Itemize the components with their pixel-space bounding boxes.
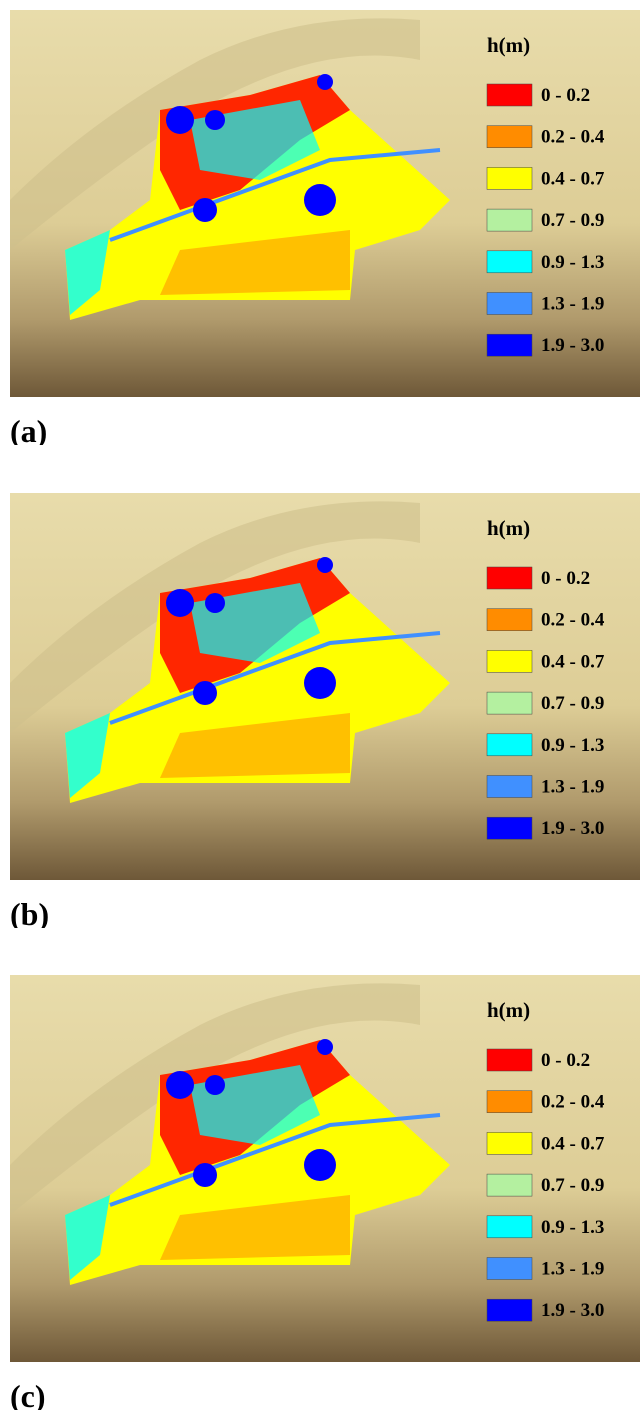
legend-label: 0 - 0.2: [541, 568, 590, 589]
pond: [304, 1149, 336, 1181]
legend-swatch: [487, 1216, 532, 1238]
legend-swatch: [487, 84, 532, 106]
legend-swatch: [487, 293, 532, 315]
legend-label: 1.3 - 1.9: [541, 1259, 604, 1280]
legend-swatch: [487, 1049, 532, 1071]
legend-swatch: [487, 1091, 532, 1113]
legend-swatch: [487, 609, 532, 631]
legend-swatch: [487, 251, 532, 273]
legend-label: 0.9 - 1.3: [541, 735, 604, 756]
legend-swatch: [487, 1299, 532, 1321]
page: h(m) 0 - 0.2 0.2 - 0.4 0.4 - 0.7 0.7 - 0.9 0.…: [0, 0, 640, 1412]
legend-label: 0 - 0.2: [541, 85, 590, 106]
legend-label: 1.9 - 3.0: [541, 335, 604, 356]
pond: [166, 106, 194, 134]
legend-label: 1.3 - 1.9: [541, 294, 604, 315]
legend-title: h(m): [487, 33, 530, 57]
pond: [304, 184, 336, 216]
legend-swatch: [487, 1174, 532, 1196]
map-panel: h(m) 0 - 0.2 0.2 - 0.4 0.4 - 0.7 0.7 - 0.9 0.…: [0, 483, 640, 928]
legend-swatch: [487, 692, 532, 714]
legend-swatch: [487, 650, 532, 672]
legend-swatch: [487, 209, 532, 231]
legend-label: 0.7 - 0.9: [541, 693, 604, 714]
legend-swatch: [487, 1258, 532, 1280]
legend-label: 0.2 - 0.4: [541, 610, 605, 631]
panel-label: (a): [10, 413, 47, 445]
legend-label: 1.9 - 3.0: [541, 818, 604, 839]
legend-title: h(m): [487, 516, 530, 540]
legend-label: 0.2 - 0.4: [541, 1092, 605, 1113]
legend-label: 0.7 - 0.9: [541, 1175, 604, 1196]
pond: [166, 589, 194, 617]
legend-label: 0.9 - 1.3: [541, 252, 604, 273]
pond: [193, 681, 217, 705]
pond: [193, 198, 217, 222]
pond: [205, 110, 225, 130]
legend-label: 1.3 - 1.9: [541, 777, 604, 798]
map-panel: h(m) 0 - 0.2 0.2 - 0.4 0.4 - 0.7 0.7 - 0.9 0.…: [0, 965, 640, 1410]
pond: [193, 1163, 217, 1187]
pond: [166, 1071, 194, 1099]
map-panel: h(m) 0 - 0.2 0.2 - 0.4 0.4 - 0.7 0.7 - 0.9 0.…: [0, 0, 640, 445]
pond: [304, 667, 336, 699]
pond: [317, 557, 333, 573]
legend-swatch: [487, 734, 532, 756]
legend-swatch: [487, 1132, 532, 1154]
legend-label: 0.7 - 0.9: [541, 210, 604, 231]
pond: [205, 593, 225, 613]
legend-swatch: [487, 817, 532, 839]
legend-label: 0.9 - 1.3: [541, 1217, 604, 1238]
legend-label: 0.4 - 0.7: [541, 1133, 605, 1154]
legend-label: 0.2 - 0.4: [541, 127, 605, 148]
pond: [205, 1075, 225, 1095]
legend-swatch: [487, 334, 532, 356]
panel-label: (b): [10, 896, 49, 928]
legend-swatch: [487, 126, 532, 148]
pond: [317, 1039, 333, 1055]
legend-swatch: [487, 776, 532, 798]
panel-label: (c): [10, 1378, 46, 1410]
legend-label: 0.4 - 0.7: [541, 651, 605, 672]
legend-swatch: [487, 167, 532, 189]
legend-swatch: [487, 567, 532, 589]
legend-label: 0 - 0.2: [541, 1050, 590, 1071]
legend-label: 0.4 - 0.7: [541, 168, 605, 189]
legend-label: 1.9 - 3.0: [541, 1300, 604, 1321]
legend-title: h(m): [487, 998, 530, 1022]
pond: [317, 74, 333, 90]
